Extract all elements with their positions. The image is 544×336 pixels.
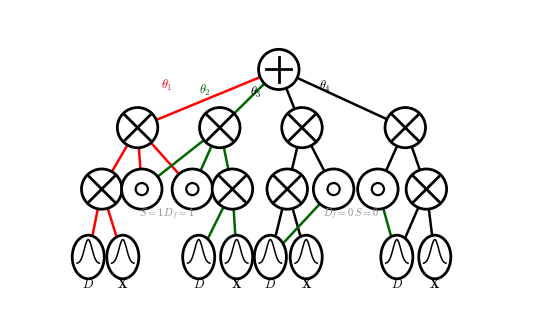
Text: $D$: $D$ xyxy=(82,278,94,291)
Ellipse shape xyxy=(282,108,322,148)
Ellipse shape xyxy=(107,235,139,279)
Ellipse shape xyxy=(313,169,354,209)
Ellipse shape xyxy=(357,169,398,209)
Text: $\theta_1$: $\theta_1$ xyxy=(161,78,172,93)
Ellipse shape xyxy=(381,235,413,279)
Ellipse shape xyxy=(212,169,252,209)
Ellipse shape xyxy=(118,108,158,148)
Ellipse shape xyxy=(200,108,240,148)
Text: $S{=}1\,D_f{=}1$: $S{=}1\,D_f{=}1$ xyxy=(139,206,195,220)
Text: $D$: $D$ xyxy=(391,278,403,291)
Ellipse shape xyxy=(290,235,322,279)
Text: $\mathbf{X}$: $\mathbf{X}$ xyxy=(118,278,128,291)
Ellipse shape xyxy=(419,235,451,279)
Ellipse shape xyxy=(121,169,162,209)
Text: $D$: $D$ xyxy=(264,278,276,291)
Ellipse shape xyxy=(72,235,104,279)
Ellipse shape xyxy=(267,169,307,209)
Ellipse shape xyxy=(406,169,447,209)
Ellipse shape xyxy=(385,108,425,148)
Ellipse shape xyxy=(255,235,286,279)
Ellipse shape xyxy=(327,183,339,195)
Ellipse shape xyxy=(82,169,122,209)
Text: $\mathbf{X}$: $\mathbf{X}$ xyxy=(301,278,312,291)
Text: $\theta_3$: $\theta_3$ xyxy=(250,84,262,100)
Text: $\mathbf{X}$: $\mathbf{X}$ xyxy=(231,278,242,291)
Text: $D_f{=}0\,S{=}0$: $D_f{=}0\,S{=}0$ xyxy=(323,206,379,220)
Ellipse shape xyxy=(221,235,252,279)
Text: $D$: $D$ xyxy=(193,278,205,291)
Ellipse shape xyxy=(183,235,215,279)
Text: $\mathbf{X}$: $\mathbf{X}$ xyxy=(429,278,440,291)
Ellipse shape xyxy=(186,183,199,195)
Text: $\theta_2$: $\theta_2$ xyxy=(199,83,211,98)
Ellipse shape xyxy=(372,183,384,195)
Ellipse shape xyxy=(258,49,299,89)
Text: $\theta_4$: $\theta_4$ xyxy=(319,79,331,94)
Ellipse shape xyxy=(172,169,213,209)
Ellipse shape xyxy=(135,183,148,195)
